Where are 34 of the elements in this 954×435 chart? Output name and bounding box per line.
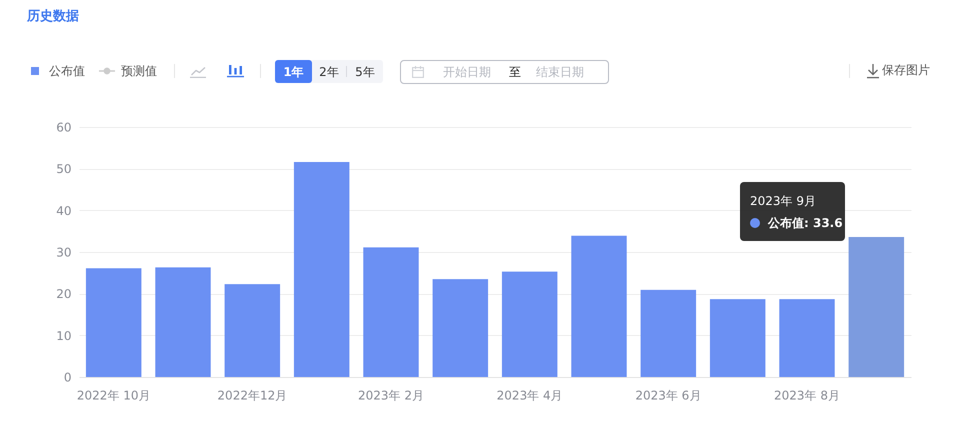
chart-title: 历史数据 bbox=[27, 9, 79, 24]
x-tick-label: 2023年 2月 bbox=[358, 388, 424, 402]
x-tick-label: 2023年 6月 bbox=[635, 388, 702, 402]
bar bbox=[86, 268, 142, 377]
y-tick-label: 20 bbox=[56, 287, 72, 302]
bar bbox=[432, 279, 488, 377]
legend-label: 预测值 bbox=[121, 64, 157, 78]
x-tick-label: 2023年 4月 bbox=[496, 388, 563, 402]
period-toggle: 1年 2年 5年 bbox=[275, 60, 383, 83]
bar bbox=[224, 284, 280, 377]
bar bbox=[848, 237, 904, 377]
bar bbox=[502, 272, 558, 377]
x-tick-label: 2022年 10月 bbox=[76, 388, 150, 402]
bar bbox=[779, 299, 835, 377]
y-tick-label: 40 bbox=[56, 204, 72, 218]
bar bbox=[155, 267, 211, 377]
text: 保存图片 bbox=[882, 63, 930, 77]
bar bbox=[571, 236, 627, 377]
date-range-field: 开始日期 至 结束日期 bbox=[400, 60, 609, 84]
x-tick-label: 2022年12月 bbox=[217, 388, 288, 402]
tooltip: 2023年 9月 公布值: 33.6 bbox=[740, 182, 845, 241]
x-tick-label: 2023年 8月 bbox=[774, 388, 840, 402]
bar bbox=[363, 247, 419, 377]
bar bbox=[710, 299, 766, 377]
bar bbox=[640, 290, 696, 377]
legend-label: 公布值 bbox=[49, 64, 85, 78]
annotation: 公布值: 33.6 bbox=[768, 216, 843, 230]
y-tick-label: 10 bbox=[56, 328, 72, 343]
y-tick-label: 60 bbox=[56, 120, 72, 134]
y-tick-label: 0 bbox=[64, 370, 72, 384]
bar bbox=[294, 162, 350, 377]
annotation: 2023年 9月 bbox=[750, 194, 816, 208]
y-tick-label: 30 bbox=[56, 246, 72, 260]
y-tick-label: 50 bbox=[56, 162, 72, 176]
